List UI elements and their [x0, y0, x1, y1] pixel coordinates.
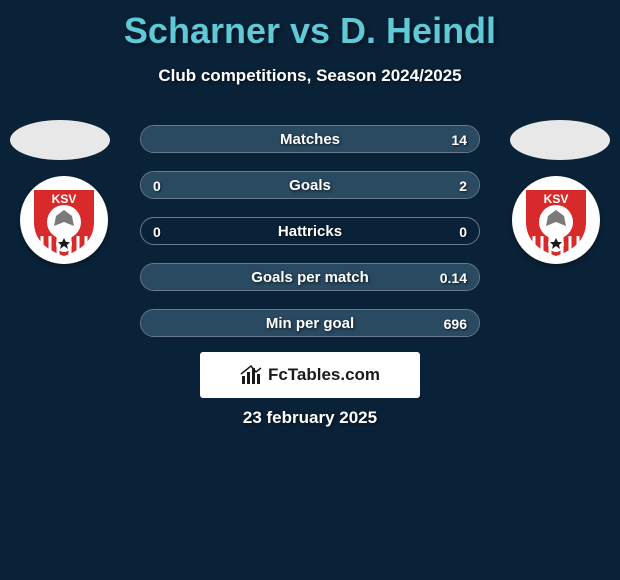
stat-row: 14Matches — [140, 125, 480, 153]
svg-text:KSV: KSV — [544, 192, 569, 206]
stat-label: Min per goal — [141, 310, 479, 337]
stat-row: 02Goals — [140, 171, 480, 199]
stat-label: Matches — [141, 126, 479, 153]
bar-chart-icon — [240, 364, 262, 386]
date-label: 23 february 2025 — [0, 408, 620, 428]
stat-label: Goals — [141, 172, 479, 199]
page-title: Scharner vs D. Heindl — [0, 0, 620, 52]
stat-label: Goals per match — [141, 264, 479, 291]
club-crest-icon: KSV — [26, 182, 102, 258]
stat-row: 696Min per goal — [140, 309, 480, 337]
player-avatar-left — [10, 120, 110, 160]
stats-container: 14Matches 02Goals 00Hattricks 0.14Goals per… — [140, 125, 480, 355]
club-crest-icon: KSV — [518, 182, 594, 258]
stat-row: 00Hattricks — [140, 217, 480, 245]
stat-label: Hattricks — [141, 218, 479, 245]
brand-box[interactable]: FcTables.com — [200, 352, 420, 398]
stat-row: 0.14Goals per match — [140, 263, 480, 291]
brand-label: FcTables.com — [268, 365, 380, 385]
club-badge-right: KSV — [512, 176, 600, 264]
subtitle: Club competitions, Season 2024/2025 — [0, 66, 620, 86]
player-avatar-right — [510, 120, 610, 160]
club-badge-left: KSV — [20, 176, 108, 264]
svg-text:KSV: KSV — [52, 192, 77, 206]
